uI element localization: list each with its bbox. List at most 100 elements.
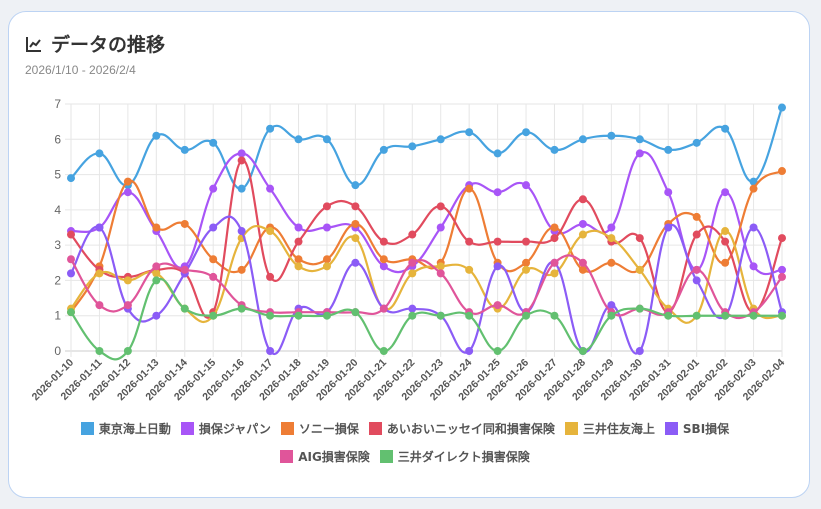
data-point — [237, 304, 246, 313]
data-point — [578, 219, 587, 228]
data-point — [578, 258, 587, 267]
data-point — [351, 202, 360, 211]
data-point — [635, 265, 644, 274]
data-point — [67, 174, 75, 183]
data-point — [749, 223, 758, 232]
data-point — [408, 258, 417, 267]
data-point — [721, 188, 730, 197]
data-point — [522, 181, 531, 190]
data-point — [522, 258, 531, 267]
legend-item[interactable]: あいおいニッセイ同和損害保険 — [368, 418, 555, 438]
data-point — [436, 135, 445, 144]
y-tick-label: 7 — [54, 97, 61, 111]
data-point — [123, 276, 132, 285]
data-point — [123, 188, 132, 197]
data-point — [607, 301, 616, 310]
legend-item[interactable]: 三井住友海上 — [564, 418, 655, 438]
data-point — [266, 184, 275, 193]
series-line — [70, 151, 783, 276]
data-point — [607, 258, 616, 267]
data-point — [664, 311, 673, 320]
data-point — [550, 258, 559, 267]
data-point — [522, 265, 531, 274]
legend-item[interactable]: AIG損害保険 — [280, 446, 370, 466]
legend-label: SBI損保 — [682, 421, 730, 436]
data-point — [180, 219, 189, 228]
data-point — [465, 237, 474, 246]
data-point — [322, 311, 331, 320]
data-point — [379, 255, 388, 264]
data-point — [209, 223, 218, 232]
legend-item[interactable]: 三井ダイレクト損害保険 — [379, 446, 530, 466]
data-point — [152, 276, 161, 285]
data-point — [550, 234, 559, 243]
data-point — [522, 311, 531, 320]
y-tick-label: 4 — [54, 203, 61, 217]
data-point — [493, 188, 502, 197]
y-tick-label: 3 — [54, 238, 61, 252]
data-point — [749, 262, 758, 271]
data-point — [209, 272, 218, 281]
data-point — [692, 230, 701, 239]
data-point — [578, 347, 587, 355]
data-point — [209, 184, 218, 193]
data-point — [379, 145, 388, 154]
data-point — [692, 311, 701, 320]
data-point — [408, 311, 417, 320]
data-point — [67, 230, 75, 239]
data-point — [436, 311, 445, 320]
legend-swatch — [564, 421, 578, 435]
y-tick-label: 0 — [54, 344, 61, 358]
data-point — [436, 269, 445, 278]
data-point — [635, 149, 644, 158]
data-point — [436, 223, 445, 232]
data-point — [692, 138, 701, 147]
data-point — [721, 237, 730, 246]
legend-item[interactable]: ソニー損保 — [280, 418, 359, 438]
data-point — [721, 124, 730, 133]
data-point — [721, 311, 730, 320]
data-point — [664, 145, 673, 154]
legend-item[interactable]: 損保ジャパン — [180, 418, 271, 438]
data-point — [408, 269, 417, 278]
data-point — [493, 347, 502, 355]
data-point — [436, 262, 445, 271]
legend-swatch — [180, 421, 194, 435]
data-point — [550, 269, 559, 278]
data-point — [465, 265, 474, 274]
series-line — [70, 170, 783, 313]
legend: 東京海上日動 損保ジャパン ソニー損保 あいおいニッセイ同和損害保険 三井住友海上 SBI… — [40, 418, 770, 466]
data-point — [749, 177, 758, 186]
data-point — [465, 311, 474, 320]
data-point — [436, 202, 445, 211]
data-point — [578, 135, 587, 144]
data-point — [692, 276, 701, 285]
data-point — [123, 347, 132, 355]
data-point — [152, 269, 161, 278]
data-point — [237, 149, 246, 158]
series-line — [70, 224, 783, 324]
data-point — [322, 135, 331, 144]
chart-title-text: データの推移 — [51, 34, 166, 56]
legend-swatch — [280, 421, 294, 435]
data-point — [635, 135, 644, 144]
data-point — [266, 347, 275, 355]
data-point — [266, 311, 275, 320]
series-line — [70, 159, 784, 319]
data-point — [408, 230, 417, 239]
data-point — [123, 177, 132, 186]
y-tick-label: 5 — [54, 168, 61, 182]
data-point — [294, 237, 303, 246]
data-point — [664, 188, 673, 197]
data-point — [607, 131, 616, 140]
data-point — [465, 184, 474, 193]
data-point — [294, 311, 303, 320]
data-point — [351, 308, 360, 317]
data-point — [209, 255, 218, 264]
legend-item[interactable]: 東京海上日動 — [80, 418, 171, 438]
y-tick-label: 6 — [54, 132, 61, 146]
legend-label: 損保ジャパン — [198, 421, 271, 436]
data-point — [152, 311, 161, 320]
legend-item[interactable]: SBI損保 — [664, 418, 730, 438]
data-point — [209, 311, 218, 320]
